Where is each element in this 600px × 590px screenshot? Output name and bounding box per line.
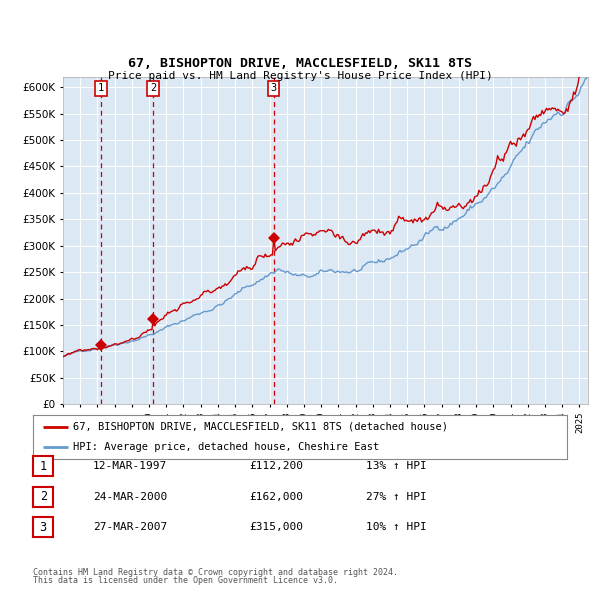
Text: 2: 2 — [40, 490, 47, 503]
Text: 27% ↑ HPI: 27% ↑ HPI — [366, 492, 427, 502]
Text: £112,200: £112,200 — [249, 461, 303, 471]
Text: 13% ↑ HPI: 13% ↑ HPI — [366, 461, 427, 471]
Text: 1: 1 — [98, 83, 104, 93]
Text: 27-MAR-2007: 27-MAR-2007 — [93, 523, 167, 532]
Text: 24-MAR-2000: 24-MAR-2000 — [93, 492, 167, 502]
Text: £162,000: £162,000 — [249, 492, 303, 502]
Text: Contains HM Land Registry data © Crown copyright and database right 2024.: Contains HM Land Registry data © Crown c… — [33, 568, 398, 577]
Text: £315,000: £315,000 — [249, 523, 303, 532]
Text: 10% ↑ HPI: 10% ↑ HPI — [366, 523, 427, 532]
Text: Price paid vs. HM Land Registry's House Price Index (HPI): Price paid vs. HM Land Registry's House … — [107, 71, 493, 81]
Text: 2: 2 — [150, 83, 156, 93]
Text: 12-MAR-1997: 12-MAR-1997 — [93, 461, 167, 471]
Text: 67, BISHOPTON DRIVE, MACCLESFIELD, SK11 8TS: 67, BISHOPTON DRIVE, MACCLESFIELD, SK11 … — [128, 57, 472, 70]
Text: This data is licensed under the Open Government Licence v3.0.: This data is licensed under the Open Gov… — [33, 576, 338, 585]
Text: 3: 3 — [271, 83, 277, 93]
Text: 3: 3 — [40, 521, 47, 534]
Text: 1: 1 — [40, 460, 47, 473]
Text: 67, BISHOPTON DRIVE, MACCLESFIELD, SK11 8TS (detached house): 67, BISHOPTON DRIVE, MACCLESFIELD, SK11 … — [73, 422, 448, 432]
Text: HPI: Average price, detached house, Cheshire East: HPI: Average price, detached house, Ches… — [73, 442, 379, 452]
